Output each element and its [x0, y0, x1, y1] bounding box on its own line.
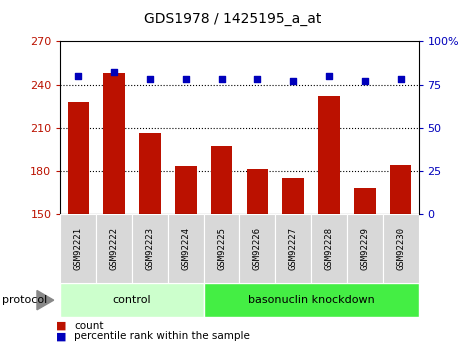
- Bar: [204, 283, 418, 317]
- Bar: [60, 283, 204, 317]
- Text: GSM92221: GSM92221: [74, 227, 83, 270]
- Point: [218, 77, 225, 82]
- Bar: [354, 188, 376, 214]
- Bar: [239, 214, 275, 283]
- Bar: [204, 214, 239, 283]
- Text: GSM92226: GSM92226: [253, 227, 262, 270]
- Bar: [347, 214, 383, 283]
- Point: [182, 77, 190, 82]
- Text: GSM92227: GSM92227: [289, 227, 298, 270]
- Bar: [103, 73, 125, 214]
- Polygon shape: [37, 290, 54, 310]
- Text: percentile rank within the sample: percentile rank within the sample: [74, 332, 250, 341]
- Point: [254, 77, 261, 82]
- Point: [397, 77, 405, 82]
- Text: count: count: [74, 321, 104, 331]
- Bar: [282, 178, 304, 214]
- Bar: [211, 146, 232, 214]
- Point: [361, 78, 368, 84]
- Text: GSM92224: GSM92224: [181, 227, 190, 270]
- Text: GSM92229: GSM92229: [360, 227, 369, 270]
- Text: GSM92225: GSM92225: [217, 227, 226, 270]
- Bar: [383, 214, 418, 283]
- Bar: [311, 214, 347, 283]
- Bar: [67, 102, 89, 214]
- Text: ■: ■: [56, 321, 66, 331]
- Bar: [390, 165, 412, 214]
- Bar: [60, 214, 96, 283]
- Bar: [318, 96, 340, 214]
- Text: GSM92228: GSM92228: [325, 227, 333, 270]
- Text: protocol: protocol: [2, 295, 47, 305]
- Point: [146, 77, 153, 82]
- Bar: [168, 214, 204, 283]
- Text: GSM92222: GSM92222: [110, 227, 119, 270]
- Text: GDS1978 / 1425195_a_at: GDS1978 / 1425195_a_at: [144, 12, 321, 26]
- Bar: [96, 214, 132, 283]
- Text: GSM92223: GSM92223: [146, 227, 154, 270]
- Bar: [246, 169, 268, 214]
- Text: ■: ■: [56, 332, 66, 341]
- Text: basonuclin knockdown: basonuclin knockdown: [248, 295, 374, 305]
- Point: [74, 73, 82, 79]
- Point: [326, 73, 333, 79]
- Point: [289, 78, 297, 84]
- Bar: [132, 214, 168, 283]
- Bar: [275, 214, 311, 283]
- Bar: [139, 134, 161, 214]
- Text: GSM92230: GSM92230: [396, 227, 405, 270]
- Text: control: control: [113, 295, 152, 305]
- Point: [111, 70, 118, 75]
- Bar: [175, 167, 197, 214]
